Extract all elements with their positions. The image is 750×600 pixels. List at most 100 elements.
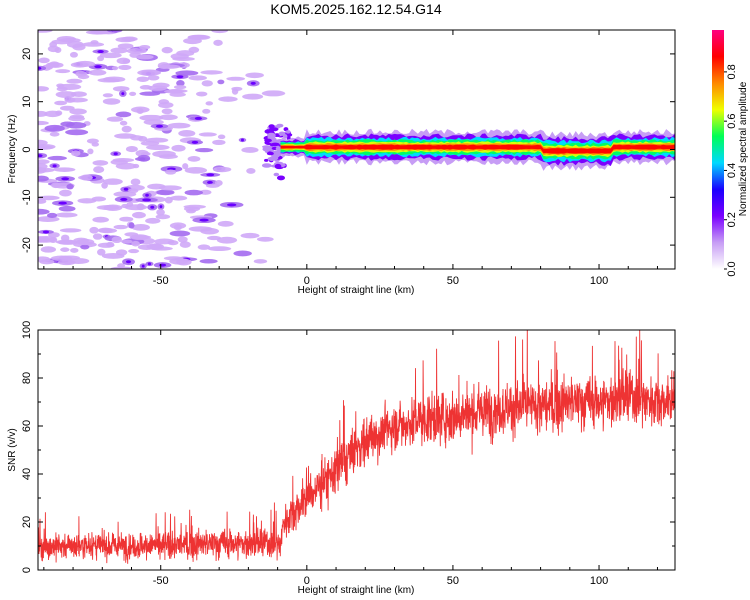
heatmap-noise-blob — [69, 51, 78, 58]
heatmap-noise-blob — [152, 150, 176, 158]
heatmap-noise-blob — [131, 240, 140, 247]
heatmap-noise-blob — [88, 69, 107, 76]
heatmap-noise-core — [125, 260, 132, 264]
heatmap-noise-blob — [57, 259, 76, 266]
heatmap-noise-blob — [111, 236, 122, 244]
heatmap-noise-core — [52, 164, 57, 168]
heatmap-noise-blob — [121, 239, 133, 244]
heatmap-noise-blob — [110, 266, 134, 269]
heatmap-noise-blob — [169, 257, 189, 265]
colorbar-label: Normalized spectral amplitude — [738, 81, 749, 216]
heatmap-noise-blob — [188, 46, 200, 54]
heatmap-y-tick-label: 0 — [21, 146, 33, 152]
heatmap-noise-blob — [201, 80, 213, 87]
heatmap-noise-blob — [129, 135, 143, 141]
heatmap-noise-blob — [218, 96, 238, 102]
heatmap-transition-blob — [264, 138, 272, 143]
heatmap-noise-blob — [93, 166, 105, 174]
heatmap-noise-core — [250, 81, 256, 85]
snr-x-tick-label: -50 — [153, 575, 169, 587]
heatmap-noise-blob — [64, 97, 76, 103]
heatmap-noise-blob — [155, 214, 171, 220]
heatmap-noise-blob — [97, 248, 106, 256]
heatmap-noise-blob — [233, 250, 252, 257]
heatmap-noise-blob — [156, 209, 165, 216]
heatmap-noise-core — [141, 264, 145, 268]
colorbar-tick-label: 0.4 — [726, 163, 738, 178]
heatmap-noise-blob — [212, 139, 226, 146]
heatmap-noise-blob — [135, 149, 149, 157]
heatmap-noise-blob — [57, 83, 82, 91]
heatmap-noise-blob — [70, 247, 79, 253]
heatmap-noise-core — [113, 152, 118, 156]
heatmap-noise-blob — [66, 183, 74, 190]
heatmap-noise-blob — [130, 178, 141, 186]
heatmap-noise-blob — [103, 204, 123, 211]
heatmap-noise-blob — [38, 195, 60, 201]
heatmap-noise-blob — [97, 55, 105, 62]
heatmap-y-tick-label: -20 — [21, 237, 33, 253]
heatmap-noise-blob — [38, 120, 49, 126]
heatmap-noise-blob — [131, 224, 150, 231]
heatmap-noise-blob — [242, 93, 264, 100]
heatmap-noise-core — [42, 230, 50, 234]
heatmap-noise-blob — [47, 62, 64, 68]
heatmap-noise-core — [150, 205, 155, 209]
heatmap-noise-blob — [139, 44, 151, 50]
heatmap-noise-blob — [92, 233, 103, 240]
snr-y-tick-label: 60 — [21, 420, 33, 432]
heatmap-noise-blob — [51, 182, 61, 189]
heatmap-noise-blob — [200, 227, 219, 235]
heatmap-noise-blob — [128, 222, 135, 229]
heatmap-noise-blob — [165, 169, 177, 175]
heatmap-noise-blob — [47, 45, 60, 53]
snr-x-tick-label: 50 — [447, 575, 459, 587]
heatmap-noise-blob — [172, 56, 195, 61]
heatmap-noise-blob — [261, 90, 286, 97]
heatmap-noise-blob — [207, 246, 232, 252]
heatmap-transition-blob — [285, 130, 291, 134]
heatmap-noise-blob — [143, 119, 164, 126]
heatmap-noise-blob — [157, 64, 181, 69]
heatmap-noise-blob — [98, 227, 113, 233]
heatmap-x-tick-label: 0 — [304, 275, 310, 287]
heatmap-x-tick-label: 50 — [447, 275, 459, 287]
heatmap-noise-blob — [216, 236, 238, 244]
heatmap-transition-blob — [269, 156, 279, 161]
heatmap-transition-blob — [276, 175, 286, 181]
heatmap-noise-blob — [38, 65, 47, 71]
heatmap-noise-blob — [55, 91, 77, 98]
heatmap-noise-blob — [136, 54, 154, 60]
heatmap-panel: -50 0 50 100 -20 -10 0 10 20 Height of straight … — [7, 29, 676, 296]
heatmap-transition-blob — [268, 127, 279, 132]
heatmap-transition-blob — [261, 163, 272, 168]
heatmap-noise-blob — [91, 196, 107, 202]
heatmap-noise-core — [207, 180, 213, 184]
colorbar-tick-label: 0.6 — [726, 114, 738, 129]
heatmap-x-axis-label: Height of straight line (km) — [298, 285, 415, 296]
heatmap-noise-blob — [161, 46, 173, 54]
heatmap-noise-blob — [47, 155, 67, 161]
heatmap-noise-blob — [147, 85, 168, 91]
heatmap-noise-blob — [136, 76, 150, 82]
heatmap-noise-blob — [50, 255, 73, 261]
heatmap-noise-blob — [187, 34, 209, 40]
heatmap-noise-core — [61, 177, 70, 181]
heatmap-noise-blob — [184, 167, 208, 174]
heatmap-noise-blob — [173, 224, 182, 231]
heatmap-noise-blob — [38, 86, 50, 92]
heatmap-noise-blob — [195, 91, 208, 97]
heatmap-noise-blob — [145, 144, 170, 151]
snr-line — [38, 330, 675, 564]
heatmap-noise-blob — [226, 76, 246, 81]
heatmap-noise-blob — [132, 211, 146, 219]
heatmap-noise-blob — [102, 98, 121, 105]
heatmap-signal-band — [280, 144, 675, 154]
heatmap-noise-core — [226, 203, 237, 207]
heatmap-noise-blob — [110, 47, 128, 54]
figure-title: KOM5.2025.162.12.54.G14 — [270, 1, 441, 17]
heatmap-noise-blob — [38, 198, 47, 204]
heatmap-noise-core — [120, 197, 128, 201]
heatmap-noise-blob — [111, 66, 119, 71]
